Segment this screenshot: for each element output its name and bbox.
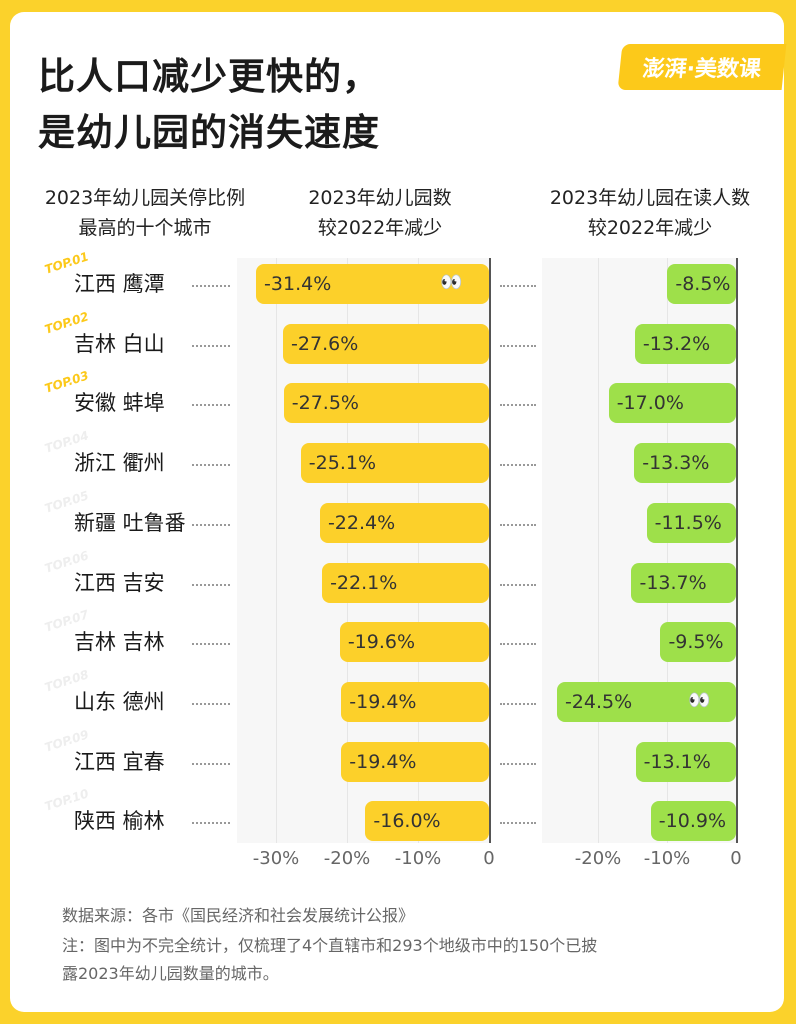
enrollment-bar: -17.0% — [608, 383, 736, 424]
logo: 澎湃·美数课 — [617, 44, 787, 90]
enrollment-bar: -9.5% — [660, 622, 736, 663]
gridline — [418, 258, 419, 843]
city-label: 江西 吉安 — [74, 570, 165, 595]
gridline — [598, 258, 599, 843]
city-label: 安徽 蚌埠 — [74, 391, 165, 416]
source-text: 数据来源：各市《国民经济和社会发展统计公报》 — [62, 906, 415, 925]
enrollment-bar: -11.5% — [646, 502, 736, 543]
city-label: 陕西 榆林 — [74, 809, 165, 834]
leader-line — [192, 762, 230, 765]
city-label: 吉林 白山 — [74, 331, 165, 356]
leader-line — [192, 583, 230, 586]
tick-label: -30% — [252, 848, 300, 869]
leader-line — [500, 583, 536, 586]
gridline — [276, 258, 277, 843]
leader-line — [500, 404, 536, 407]
enrollment-bar: -13.7% — [631, 562, 736, 603]
kindergarten-count-bar: -27.6% — [283, 323, 489, 364]
eyes-icon: 👀 — [688, 689, 710, 711]
tick-label: -10% — [394, 848, 442, 869]
cities-header-l2: 最高的十个城市 — [78, 217, 212, 239]
right-header-l1: 2023年幼儿园在读人数 — [549, 187, 751, 209]
note-line-1: 注：图中为不完全统计，仅梳理了4个直辖市和293个地级市中的150个已披 — [62, 936, 598, 955]
leader-line — [500, 464, 536, 467]
kindergarten-count-bar: -19.6% — [339, 622, 489, 663]
city-label: 浙江 衢州 — [74, 451, 165, 476]
leader-line — [192, 464, 230, 467]
enrollment-bar: -24.5% — [556, 681, 736, 722]
leader-line — [192, 404, 230, 407]
enrollment-bar: -8.5% — [667, 264, 736, 304]
kindergarten-count-bar: -16.0% — [365, 801, 489, 842]
tick-label: -20% — [323, 848, 371, 869]
kindergarten-count-bar: -27.5% — [283, 383, 489, 424]
leader-line — [192, 702, 230, 705]
zero-axis — [736, 258, 738, 843]
kindergarten-count-bar: -19.4% — [341, 741, 489, 782]
leader-line — [192, 822, 230, 825]
city-label: 山东 德州 — [74, 689, 165, 714]
enrollment-bar: -10.9% — [650, 801, 736, 842]
leader-line — [192, 285, 230, 287]
gridline — [667, 258, 668, 843]
tick-label: 0 — [483, 848, 495, 869]
cities-header-l1: 2023年幼儿园关停比例 — [44, 187, 246, 209]
title-line-2: 是幼儿园的消失速度 — [38, 111, 380, 154]
right-header-l2: 较2022年减少 — [587, 217, 713, 239]
tick-label: -10% — [643, 848, 691, 869]
leader-line — [500, 822, 536, 825]
note-line-2: 露2023年幼儿园数量的城市。 — [62, 964, 279, 983]
left-chart-header: 2023年幼儿园数 较2022年减少 — [280, 183, 480, 243]
title-line-1: 比人口减少更快的， — [38, 55, 380, 98]
leader-line — [500, 643, 536, 646]
leader-line — [192, 643, 230, 646]
leader-line — [500, 702, 536, 705]
enrollment-bar: -13.1% — [635, 741, 736, 782]
city-label: 新疆 吐鲁番 — [74, 510, 186, 535]
kindergarten-count-bar: -31.4% — [256, 264, 489, 304]
tick-label: 0 — [730, 848, 742, 869]
kindergarten-count-bar: -19.4% — [341, 681, 489, 722]
kindergarten-count-bar: -22.1% — [322, 562, 489, 603]
cities-header: 2023年幼儿园关停比例 最高的十个城市 — [14, 183, 276, 243]
leader-line — [500, 285, 536, 287]
enrollment-bar: -13.2% — [634, 323, 736, 364]
city-label: 江西 宜春 — [74, 749, 165, 774]
gridline — [347, 258, 348, 843]
leader-line — [500, 762, 536, 765]
city-label: 吉林 吉林 — [74, 630, 165, 655]
leader-line — [192, 344, 230, 347]
leader-line — [500, 344, 536, 347]
left-header-l2: 较2022年减少 — [317, 217, 443, 239]
eyes-icon: 👀 — [440, 272, 462, 293]
zero-axis — [489, 258, 491, 843]
kindergarten-count-bar: -22.4% — [319, 502, 489, 543]
kindergarten-count-bar: -25.1% — [300, 443, 489, 484]
left-header-l1: 2023年幼儿园数 — [308, 187, 452, 209]
leader-line — [500, 523, 536, 526]
enrollment-bar: -13.3% — [634, 443, 736, 484]
tick-label: -20% — [574, 848, 622, 869]
leader-line — [192, 523, 230, 526]
right-chart-header: 2023年幼儿园在读人数 较2022年减少 — [515, 183, 785, 243]
city-label: 江西 鹰潭 — [74, 272, 165, 296]
